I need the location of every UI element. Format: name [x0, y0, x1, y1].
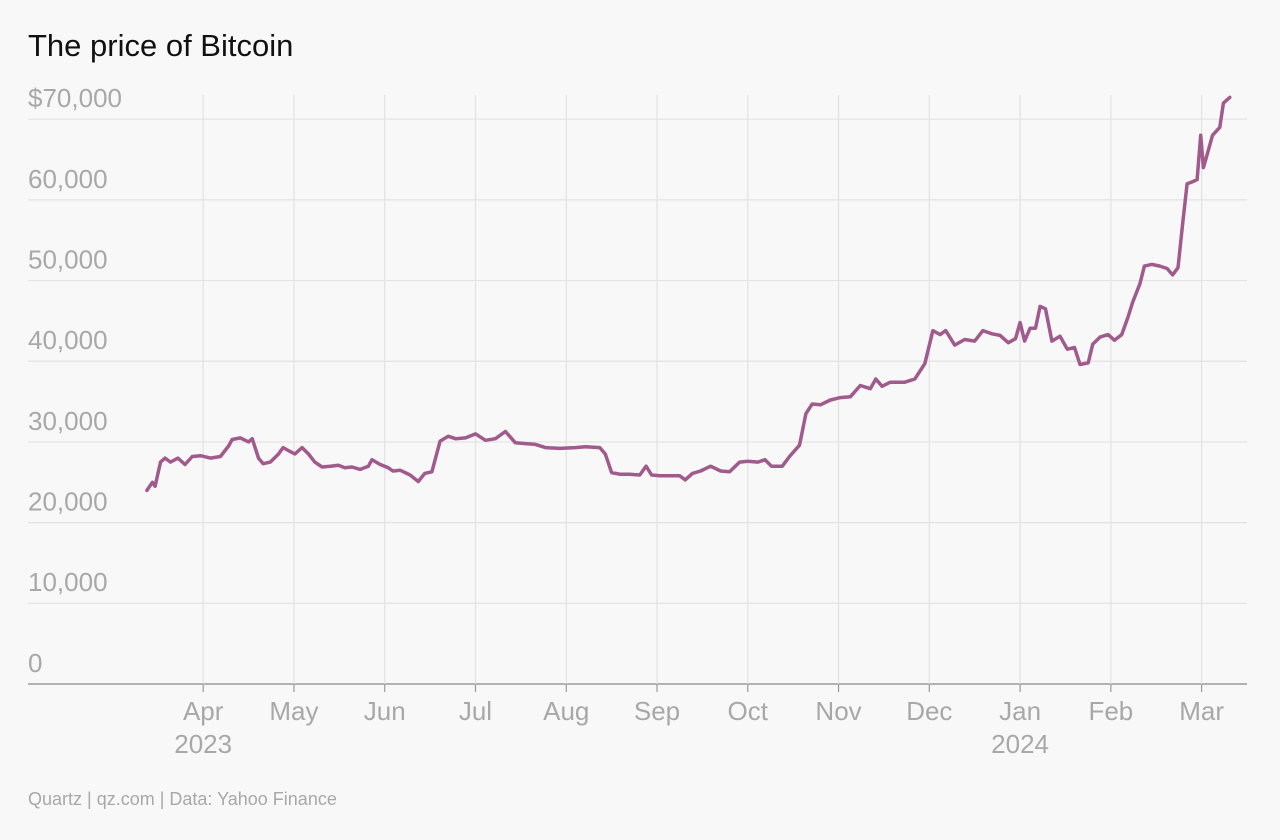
y-tick-label: 0 [28, 648, 42, 678]
y-tick-label: 50,000 [28, 244, 108, 274]
chart-title: The price of Bitcoin [28, 28, 293, 63]
x-tick-label: May [269, 696, 318, 726]
x-tick-label: Jun [364, 696, 406, 726]
x-tick-label: Sep [634, 696, 680, 726]
x-tick-label: Mar [1179, 696, 1224, 726]
source-note: Quartz | qz.com | Data: Yahoo Finance [28, 789, 337, 809]
x-tick-label: Jan [999, 696, 1041, 726]
x-year-label: 2024 [991, 729, 1049, 759]
x-tick-label: Nov [815, 696, 861, 726]
y-tick-label: 30,000 [28, 406, 108, 436]
y-tick-label: 10,000 [28, 567, 108, 597]
y-tick-label: $70,000 [28, 83, 122, 113]
x-tick-label: Aug [543, 696, 589, 726]
x-year-label: 2023 [174, 729, 232, 759]
x-tick-label: Oct [728, 696, 769, 726]
x-tick-label: Feb [1088, 696, 1133, 726]
x-tick-label: Apr [183, 696, 224, 726]
y-tick-label: 20,000 [28, 487, 108, 517]
x-tick-label: Dec [906, 696, 952, 726]
price-line [145, 95, 1232, 493]
y-tick-label: 40,000 [28, 325, 108, 355]
x-tick-label: Jul [459, 696, 492, 726]
y-tick-label: 60,000 [28, 164, 108, 194]
